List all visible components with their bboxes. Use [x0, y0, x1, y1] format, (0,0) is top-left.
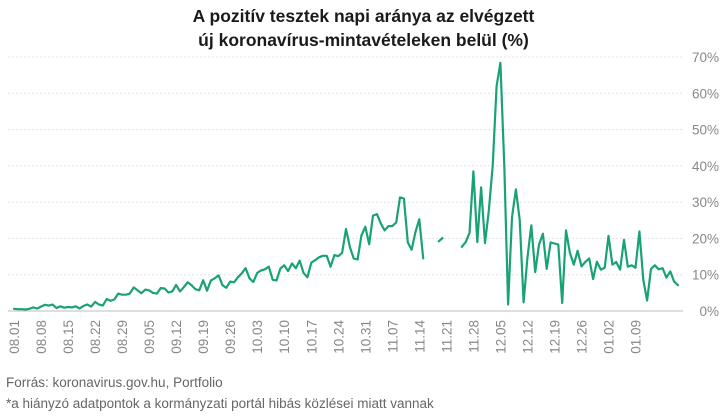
y-tick-label: 70% [692, 50, 719, 65]
x-tick-label: 08.29 [115, 320, 130, 354]
x-tick-label: 12.19 [547, 320, 562, 354]
x-tick-label: 08.22 [88, 320, 103, 354]
source-text: Forrás: koronavirus.gov.hu, Portfolio [6, 375, 223, 390]
x-tick-label: 12.26 [574, 320, 589, 354]
y-tick-label: 50% [692, 123, 719, 138]
x-tick-label: 10.10 [277, 320, 292, 354]
y-tick-label: 60% [692, 86, 719, 101]
x-tick-label: 01.02 [602, 320, 617, 354]
x-tick-label: 10.03 [250, 320, 265, 354]
x-tick-label: 09.19 [196, 320, 211, 354]
x-tick-label: 09.26 [223, 320, 238, 354]
x-tick-label: 10.24 [331, 320, 346, 354]
x-tick-label: 09.12 [169, 320, 184, 354]
y-tick-label: 10% [692, 268, 719, 283]
x-tick-label: 01.09 [629, 320, 644, 354]
y-tick-label: 20% [692, 231, 719, 246]
y-tick-label: 0% [699, 304, 719, 319]
x-tick-label: 08.15 [61, 320, 76, 354]
x-tick-label: 11.28 [466, 320, 481, 353]
chart-title-line-1: A pozitív tesztek napi aránya az elvégze… [192, 6, 535, 26]
x-tick-label: 12.05 [493, 320, 508, 354]
series-line [460, 61, 680, 306]
series-line [12, 196, 425, 311]
y-tick-label: 30% [692, 195, 719, 210]
x-tick-label: 11.21 [439, 320, 454, 353]
x-tick-label: 11.14 [412, 320, 427, 353]
x-tick-label: 10.17 [304, 320, 319, 354]
chart-title-line-2: új koronavírus-mintavételeken belül (%) [198, 30, 529, 50]
x-tick-label: 08.01 [7, 320, 22, 354]
chart-title: A pozitív tesztek napi aránya az elvégze… [0, 4, 727, 52]
x-tick-label: 10.31 [358, 320, 373, 354]
x-tick-label: 08.08 [34, 320, 49, 354]
x-tick-label: 12.12 [520, 320, 535, 354]
y-tick-label: 40% [692, 159, 719, 174]
x-tick-label: 09.05 [142, 320, 157, 354]
footnote-text: *a hiányzó adatpontok a kormányzati port… [6, 396, 434, 411]
x-tick-label: 11.07 [385, 320, 400, 353]
series-line [437, 237, 444, 243]
